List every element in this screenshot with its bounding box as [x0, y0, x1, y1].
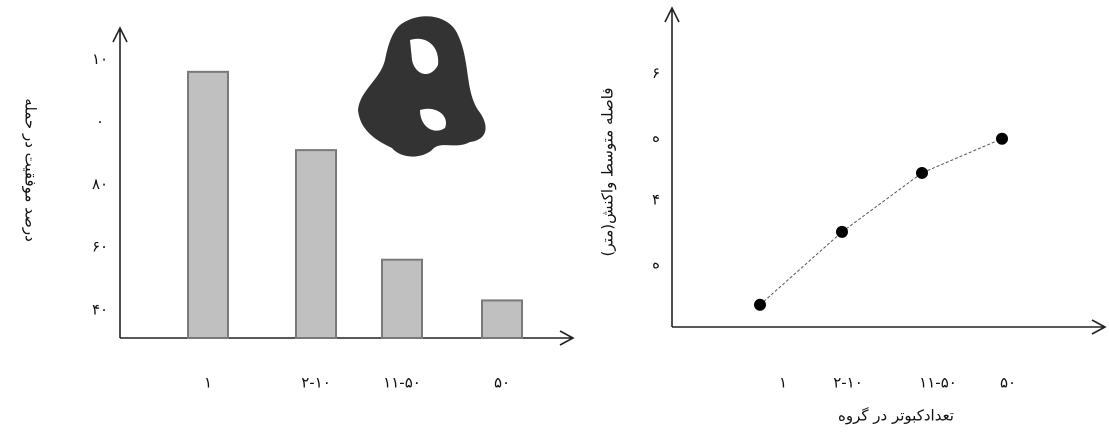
bird-illustration	[358, 16, 486, 156]
x-axis-label: تعدادکبوتر در گروه	[838, 407, 954, 425]
x-tick-label: ۱	[204, 374, 212, 392]
bar	[382, 260, 422, 338]
y-tick-label: ۴	[652, 191, 660, 209]
bar	[296, 150, 336, 338]
point	[836, 226, 848, 238]
left-axes	[113, 28, 573, 345]
x-tick-label: ۵۰	[1000, 374, 1016, 392]
y-axis-label: فاصله متوسط واکنش(متر)	[599, 88, 617, 257]
y-tick-label: ۶	[652, 64, 660, 82]
x-tick-label: ۱	[779, 374, 787, 392]
right-axes	[665, 8, 1105, 334]
y-tick-label: ە	[652, 254, 660, 272]
y-tick-label: ۰	[96, 112, 104, 130]
y-tick-label: ۸۰	[92, 175, 108, 193]
point	[916, 167, 928, 179]
point	[996, 133, 1008, 145]
bar	[482, 300, 522, 338]
y-tick-label: ە	[652, 127, 660, 145]
x-tick-label: ۱۱-۵۰	[919, 374, 957, 392]
chart: درصد موفقیت در حمله فاصله متوسط واکنش(مت…	[0, 0, 1109, 438]
y-tick-label: ۴۰	[92, 300, 108, 318]
x-tick-label: ۵۰	[494, 374, 510, 392]
page: {"chart_data": [ {"type": "bar", "y_labe…	[0, 0, 1109, 438]
y-tick-label: ۶۰	[92, 238, 108, 256]
y-axis-label: درصد موفقیت در حمله	[22, 98, 40, 242]
point	[754, 299, 766, 311]
bar	[188, 72, 228, 338]
x-tick-label: ۱۱-۵۰	[383, 374, 421, 392]
x-tick-label: ۲-۱۰	[301, 374, 331, 392]
x-tick-label: ۲-۱۰	[833, 374, 863, 392]
line	[760, 139, 1002, 305]
y-tick-label: ۱۰	[92, 50, 108, 68]
